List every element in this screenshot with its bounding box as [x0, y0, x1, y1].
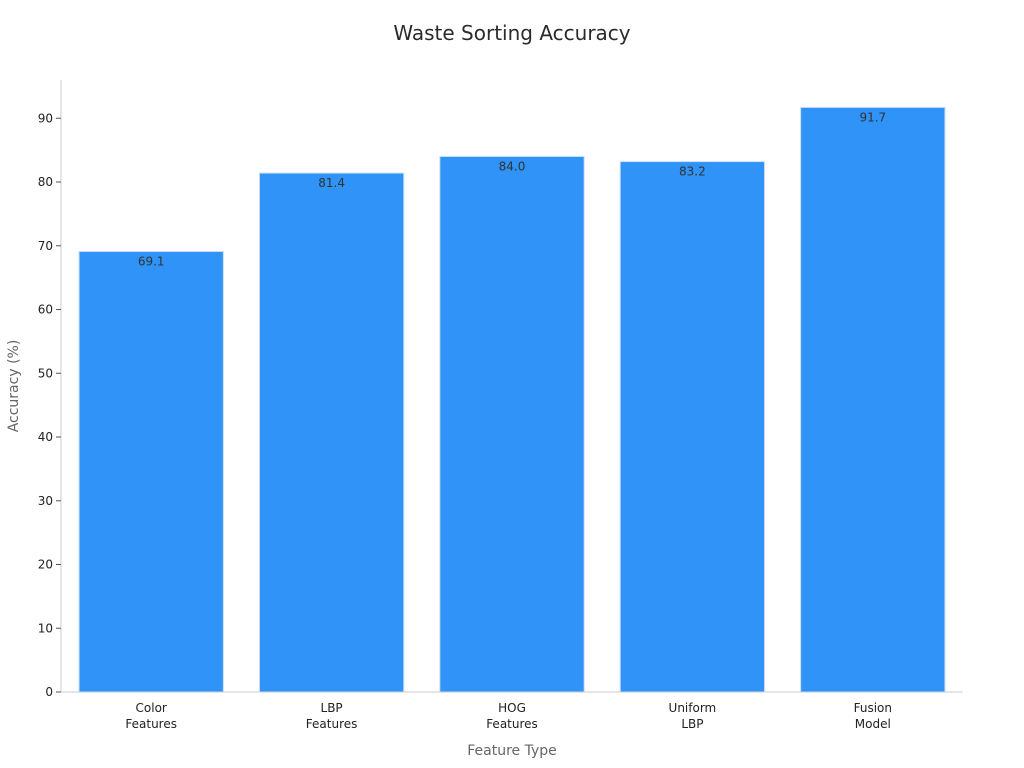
- bar-value-label: 69.1: [138, 254, 165, 268]
- labels-layer: 0 10 20 30 40 50 60 70 80 90 69.1 Color Features 81.4…: [38, 110, 892, 731]
- bar-value-label: 83.2: [679, 165, 706, 179]
- y-tick-label: 50: [38, 366, 53, 380]
- x-tick-label: LBP Features: [306, 701, 358, 731]
- bars-layer: [78, 106, 946, 693]
- bar-value-label: 81.4: [318, 176, 345, 190]
- x-tick-label: Color Features: [125, 701, 177, 731]
- y-tick-label: 40: [38, 430, 53, 444]
- y-tick-label: 20: [38, 558, 53, 572]
- bar: [78, 250, 224, 693]
- bar: [800, 106, 946, 693]
- y-tick-label: 30: [38, 494, 53, 508]
- y-tick-label: 60: [38, 303, 53, 317]
- y-tick-label: 90: [38, 111, 53, 125]
- chart-title: Waste Sorting Accuracy: [393, 21, 630, 45]
- x-tick-label: HOG Features: [486, 701, 538, 731]
- bar-value-label: 84.0: [499, 160, 526, 174]
- bar: [258, 172, 405, 693]
- y-tick-label: 70: [38, 239, 53, 253]
- y-tick-label: 80: [38, 175, 53, 189]
- y-tick-label: 0: [45, 685, 53, 699]
- bar: [439, 156, 585, 693]
- y-tick-label: 10: [38, 621, 53, 635]
- bar: [619, 161, 766, 693]
- y-axis-label: Accuracy (%): [6, 340, 22, 433]
- x-axis-label: Feature Type: [467, 743, 557, 759]
- x-tick-label: Fusion Model: [854, 701, 892, 731]
- axes-layer: [56, 80, 963, 693]
- bar-value-label: 91.7: [859, 110, 886, 124]
- x-tick-label: Uniform LBP: [669, 701, 717, 731]
